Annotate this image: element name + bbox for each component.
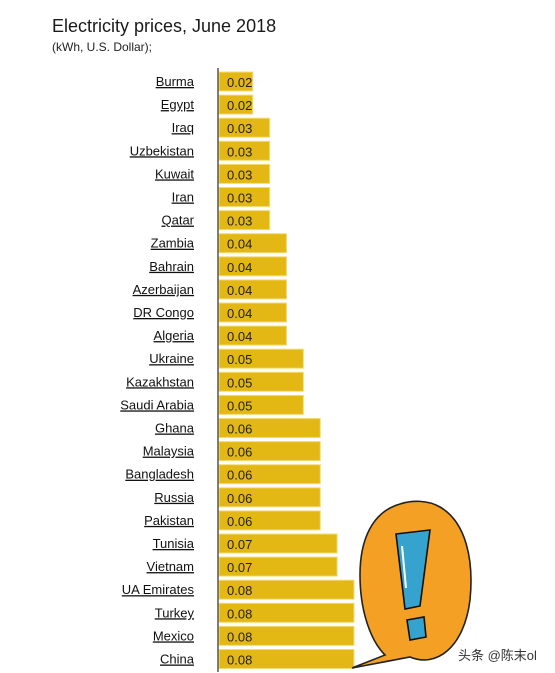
value-label: 0.03	[227, 144, 252, 159]
bar-malaysia	[218, 441, 321, 462]
bar-burma	[218, 71, 254, 92]
bar-iran	[218, 187, 271, 207]
category-label: Tunisia	[153, 536, 195, 551]
value-label: 0.07	[227, 537, 252, 552]
bar-algeria	[218, 325, 287, 346]
exclamation-dot-shape	[406, 616, 427, 641]
exclamation-bar-shape	[395, 529, 431, 610]
value-label: 0.03	[227, 121, 252, 136]
value-label: 0.08	[227, 629, 252, 644]
bar-iraq	[218, 117, 271, 138]
chart-title: Electricity prices, June 2018	[52, 16, 277, 36]
category-label: Vietnam	[147, 559, 194, 574]
category-label: Iran	[172, 190, 194, 205]
category-label: Zambia	[151, 236, 195, 251]
watermark-text: 头条 @陈末ol	[458, 648, 537, 663]
category-label: China	[160, 652, 195, 667]
exclamation-speech-bubble-icon	[351, 500, 472, 669]
bar-turkey	[218, 602, 355, 623]
bar-ua-emirates	[218, 579, 355, 600]
bar-kuwait	[218, 163, 271, 184]
bar-zambia	[218, 233, 287, 254]
category-label: Mexico	[153, 628, 194, 643]
value-label: 0.03	[227, 191, 252, 206]
value-label: 0.05	[227, 352, 252, 367]
value-label: 0.08	[227, 583, 252, 598]
bar-bahrain	[218, 256, 287, 277]
bar-dr-congo	[218, 302, 287, 323]
category-label: DR Congo	[133, 305, 194, 320]
value-label: 0.04	[227, 306, 252, 321]
value-label: 0.03	[227, 167, 252, 182]
category-label: UA Emirates	[122, 582, 195, 597]
category-label: Bahrain	[149, 259, 194, 274]
category-label: Burma	[156, 74, 195, 89]
bar-qatar	[218, 210, 271, 231]
bar-mexico	[218, 625, 355, 646]
bar-ukraine	[218, 348, 304, 369]
value-label: 0.06	[227, 468, 252, 483]
bar-bangladesh	[218, 464, 321, 485]
bar-pakistan	[218, 510, 321, 531]
value-label: 0.04	[227, 329, 252, 344]
bars-group: Burma 0.02 Egypt 0.02 Iraq 0.03 Uzbekistan 0.03…	[120, 71, 355, 669]
category-label: Ghana	[155, 421, 195, 436]
category-label: Algeria	[154, 328, 195, 343]
value-label: 0.02	[227, 75, 252, 90]
value-label: 0.04	[227, 237, 252, 252]
bar-saudi-arabia	[218, 394, 304, 415]
category-label: Malaysia	[143, 444, 195, 459]
value-label: 0.05	[227, 375, 252, 390]
value-label: 0.07	[227, 560, 252, 575]
value-label: 0.06	[227, 491, 252, 506]
value-label: 0.05	[227, 398, 252, 413]
bar-azerbaijan	[218, 279, 287, 300]
bar-tunisia	[218, 533, 338, 554]
value-label: 0.04	[227, 283, 252, 298]
category-label: Iraq	[172, 120, 194, 135]
value-label: 0.04	[227, 260, 252, 275]
category-label: Uzbekistan	[130, 143, 194, 158]
category-label: Bangladesh	[125, 467, 194, 482]
exclamation-highlight	[401, 545, 407, 589]
bar-egypt	[218, 94, 254, 115]
category-label: Turkey	[155, 605, 195, 620]
value-label: 0.06	[227, 445, 252, 460]
category-label: Kuwait	[155, 166, 194, 181]
bar-vietnam	[218, 556, 338, 577]
value-label: 0.03	[227, 214, 252, 229]
value-label: 0.08	[227, 606, 252, 621]
category-label: Kazakhstan	[126, 374, 194, 389]
category-label: Qatar	[161, 213, 194, 228]
category-label: Egypt	[161, 97, 195, 112]
value-label: 0.08	[227, 653, 252, 668]
category-label: Saudi Arabia	[120, 397, 194, 412]
category-label: Azerbaijan	[133, 282, 194, 297]
chart-subtitle: (kWh, U.S. Dollar);	[52, 40, 153, 54]
bar-china	[218, 649, 355, 669]
value-label: 0.02	[227, 98, 252, 113]
bar-ghana	[218, 418, 321, 438]
category-label: Pakistan	[144, 513, 194, 528]
bar-kazakhstan	[218, 371, 304, 392]
value-label: 0.06	[227, 422, 252, 437]
bar-uzbekistan	[218, 140, 271, 161]
category-label: Ukraine	[149, 351, 194, 366]
bar-russia	[218, 487, 321, 508]
category-label: Russia	[154, 490, 195, 505]
value-label: 0.06	[227, 514, 252, 529]
